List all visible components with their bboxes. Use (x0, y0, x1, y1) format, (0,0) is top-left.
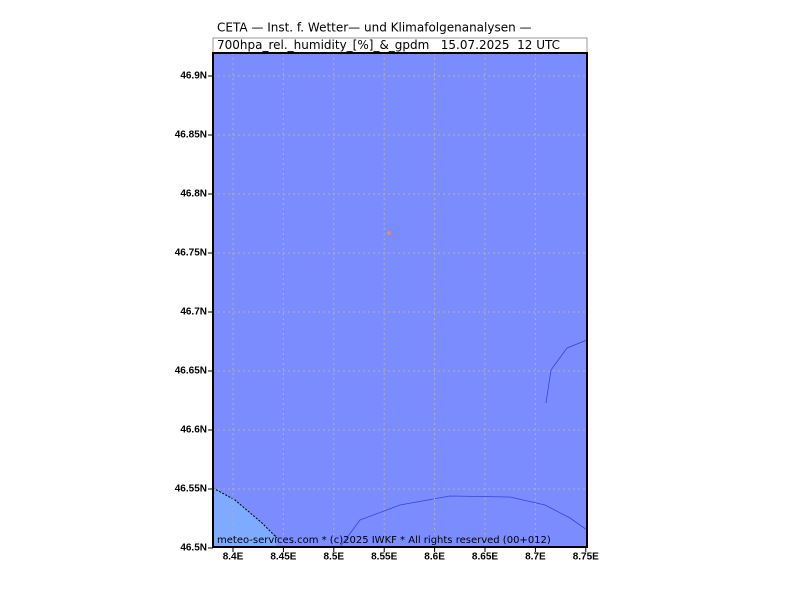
lat-label: 46.75N (175, 248, 207, 259)
lat-label: 46.55N (175, 484, 207, 495)
lon-label: 8.6E (424, 552, 445, 563)
lon-label: 8.55E (371, 552, 397, 563)
humidity-field (213, 53, 587, 547)
border-line (212, 487, 278, 539)
footer: meteo-services.com * (c)2025 IWKF * All … (217, 535, 551, 546)
map-frame (212, 52, 588, 548)
lon-label: 8.75E (573, 552, 599, 563)
lat-label: 46.9N (180, 71, 207, 82)
lon-label: 8.7E (525, 552, 546, 563)
lat-label: 46.5N (180, 543, 207, 554)
contour-line (339, 495, 588, 548)
lon-label: 8.65E (472, 552, 498, 563)
lon-label: 8.4E (223, 552, 244, 563)
lon-label: 8.45E (270, 552, 296, 563)
grid (213, 53, 587, 547)
point-marker (387, 231, 391, 235)
contour-line (545, 339, 588, 404)
lon-label: 8.5E (324, 552, 345, 563)
lat-label: 46.8N (180, 189, 207, 200)
lat-label: 46.65N (175, 366, 207, 377)
lat-label: 46.85N (175, 130, 207, 141)
title-line-1: CETA — Inst. f. Wetter— und Klimafolgena… (217, 21, 532, 35)
title-line-2: 700hpa_rel._humidity_[%]_&_gpdm 15.07.20… (217, 38, 560, 52)
lat-label: 46.6N (180, 425, 207, 436)
ticks: 46.9N 46.85N 46.8N 46.75N 46.7N 46.65N 46.6N 46… (175, 71, 599, 563)
humidity-field-high (213, 488, 277, 547)
lat-label: 46.7N (180, 307, 207, 318)
